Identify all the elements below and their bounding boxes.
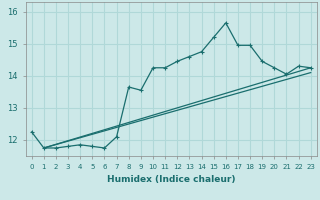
X-axis label: Humidex (Indice chaleur): Humidex (Indice chaleur) xyxy=(107,175,236,184)
